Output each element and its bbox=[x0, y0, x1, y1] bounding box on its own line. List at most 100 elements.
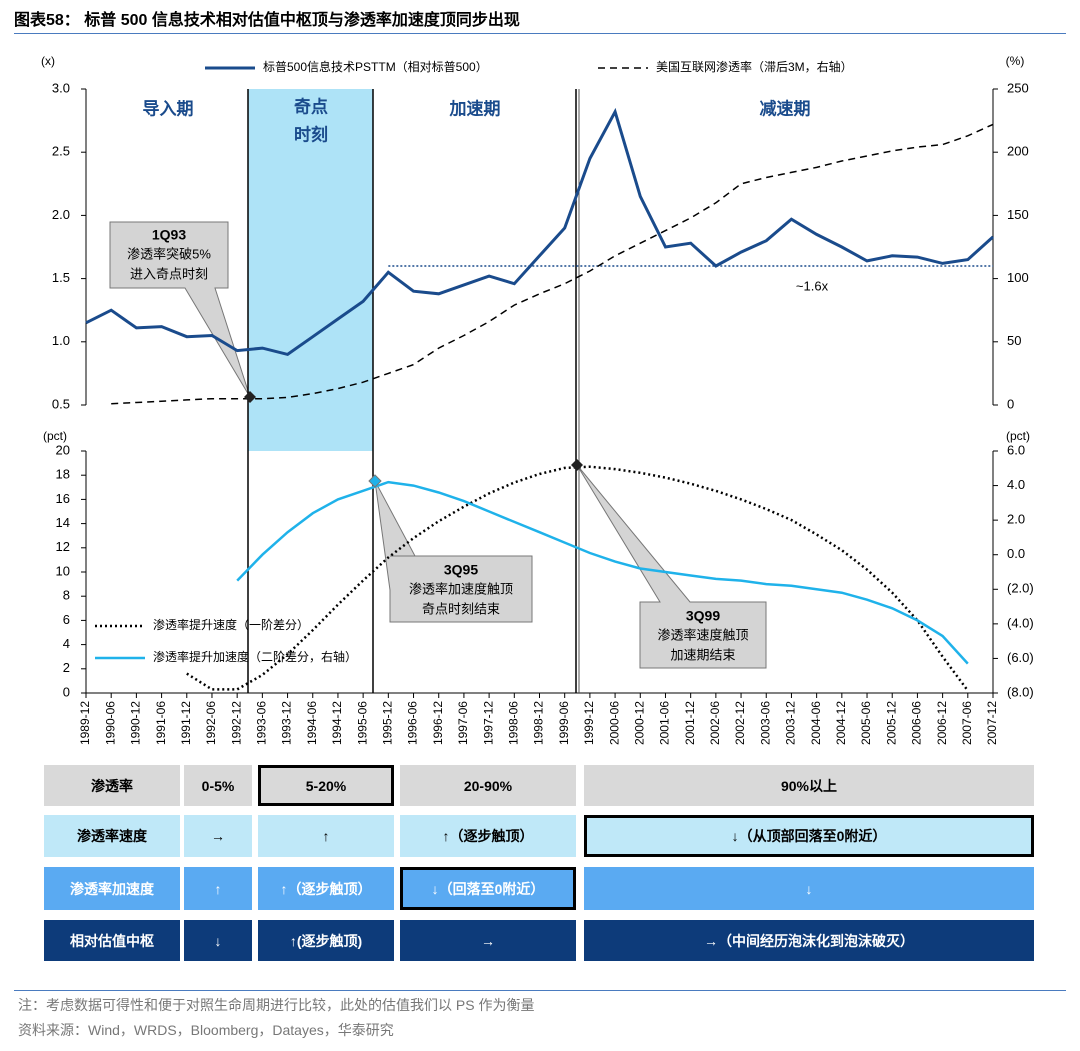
x-tick-label: 2003-06 bbox=[758, 701, 772, 745]
x-tick-label: 1998-06 bbox=[506, 701, 520, 745]
y2-axis-title: (pct) bbox=[1006, 429, 1030, 443]
legend-label: 美国互联网渗透率（滞后3M，右轴） bbox=[656, 59, 853, 74]
y2-tick-label: 150 bbox=[1007, 207, 1029, 222]
legend-label: 渗透率提升加速度（二阶差分，右轴） bbox=[153, 649, 357, 664]
reference-label: ~1.6x bbox=[796, 278, 829, 293]
x-tick-label: 2007-06 bbox=[960, 701, 974, 745]
y2-tick-label: 200 bbox=[1007, 144, 1029, 159]
phase-label: 奇点 bbox=[294, 96, 328, 116]
y2-tick-label: (2.0) bbox=[1007, 581, 1034, 596]
table-row-header: 渗透率速度 bbox=[44, 815, 180, 857]
x-tick-label: 1993-12 bbox=[280, 701, 294, 745]
y-tick-label: 18 bbox=[56, 467, 70, 482]
y2-tick-label: (4.0) bbox=[1007, 615, 1034, 630]
y2-tick-label: 4.0 bbox=[1007, 477, 1025, 492]
x-tick-label: 1991-12 bbox=[179, 701, 193, 745]
y2-axis-title: (%) bbox=[1006, 54, 1025, 68]
x-tick-label: 1990-12 bbox=[129, 701, 143, 745]
phase-label: 时刻 bbox=[294, 124, 328, 144]
x-tick-label: 1999-12 bbox=[582, 701, 596, 745]
callout-text: 渗透率速度触顶 bbox=[657, 627, 748, 642]
y2-tick-label: 50 bbox=[1007, 333, 1021, 348]
event-marker bbox=[244, 391, 256, 403]
singularity-band bbox=[248, 89, 373, 451]
table-cell: → bbox=[400, 920, 576, 961]
y-axis-title: (x) bbox=[41, 54, 55, 68]
notes-rule bbox=[14, 990, 1066, 991]
x-tick-label: 1993-06 bbox=[255, 701, 269, 745]
x-tick-label: 2002-06 bbox=[708, 701, 722, 745]
table-cell: ↓ bbox=[184, 920, 252, 961]
table-cell: 20-90% bbox=[400, 765, 576, 806]
y-tick-label: 10 bbox=[56, 563, 70, 578]
table-cell: ↓（从顶部回落至0附近） bbox=[584, 815, 1034, 857]
y-tick-label: 14 bbox=[56, 515, 70, 530]
table-cell: →（中间经历泡沫化到泡沫破灭） bbox=[584, 920, 1034, 961]
x-tick-label: 2001-12 bbox=[683, 701, 697, 745]
x-tick-label: 1995-12 bbox=[381, 701, 395, 745]
table-cell: ↑ bbox=[258, 815, 394, 857]
x-tick-label: 1991-06 bbox=[154, 701, 168, 745]
table-cell: 0-5% bbox=[184, 765, 252, 806]
page-title: 图表58： 标普 500 信息技术相对估值中枢顶与渗透率加速度顶同步出现 bbox=[14, 12, 520, 29]
y2-tick-label: 100 bbox=[1007, 270, 1029, 285]
x-tick-label: 2003-12 bbox=[784, 701, 798, 745]
y-tick-label: 1.5 bbox=[52, 270, 70, 285]
series-line bbox=[85, 107, 995, 357]
y-tick-label: 16 bbox=[56, 491, 70, 506]
y-tick-label: 2 bbox=[63, 660, 70, 675]
x-tick-label: 1994-06 bbox=[305, 701, 319, 745]
y-tick-label: 12 bbox=[56, 539, 70, 554]
x-tick-label: 1998-12 bbox=[532, 701, 546, 745]
x-tick-label: 1989-12 bbox=[78, 701, 92, 745]
table-cell: → bbox=[184, 815, 252, 857]
x-tick-label: 1996-12 bbox=[431, 701, 445, 745]
table-cell: ↓ bbox=[584, 867, 1034, 910]
table-row-header: 渗透率加速度 bbox=[44, 867, 180, 910]
title-rule bbox=[14, 33, 1066, 34]
y-tick-label: 4 bbox=[63, 636, 70, 651]
table-row-header: 相对估值中枢 bbox=[44, 920, 180, 961]
callout-text: 渗透率加速度触顶 bbox=[409, 581, 513, 596]
callout-text: 渗透率突破5% bbox=[127, 246, 211, 261]
table-cell: 90%以上 bbox=[584, 765, 1034, 806]
x-tick-label: 2006-06 bbox=[910, 701, 924, 745]
y2-tick-label: 0.0 bbox=[1007, 546, 1025, 561]
x-tick-label: 2007-12 bbox=[985, 701, 999, 745]
legend-label: 渗透率提升速度（一阶差分） bbox=[153, 617, 309, 632]
x-tick-label: 2002-12 bbox=[733, 701, 747, 745]
callout-text: 加速期结束 bbox=[670, 647, 735, 662]
table-cell: 5-20% bbox=[258, 765, 394, 806]
x-tick-label: 2004-12 bbox=[834, 701, 848, 745]
x-tick-label: 2000-06 bbox=[607, 701, 621, 745]
callout-box bbox=[109, 221, 251, 398]
table-cell: ↑（逐步触顶） bbox=[400, 815, 576, 857]
x-tick-label: 2004-06 bbox=[809, 701, 823, 745]
y-tick-label: 0.5 bbox=[52, 396, 70, 411]
phase-label: 加速期 bbox=[449, 98, 501, 118]
series-line bbox=[111, 123, 994, 405]
event-marker bbox=[368, 474, 382, 488]
legend-label: 标普500信息技术PSTTM（相对标普500） bbox=[263, 59, 488, 74]
callout-title: 3Q99 bbox=[686, 608, 720, 624]
x-tick-label: 1996-06 bbox=[406, 701, 420, 745]
phase-label: 导入期 bbox=[143, 99, 194, 118]
y2-tick-label: 0 bbox=[1007, 396, 1014, 411]
callout-text: 奇点时刻结束 bbox=[422, 601, 500, 616]
source: 资料来源：Wind，WRDS，Bloomberg，Datayes，华泰研究 bbox=[18, 1022, 394, 1038]
y-axis-title: (pct) bbox=[43, 429, 67, 443]
series-line bbox=[236, 480, 969, 665]
x-tick-label: 1992-06 bbox=[204, 701, 218, 745]
table-cell: ↑ bbox=[184, 867, 252, 910]
event-marker bbox=[571, 459, 583, 471]
x-tick-label: 1994-12 bbox=[330, 701, 344, 745]
x-tick-label: 1997-06 bbox=[456, 701, 470, 745]
y-tick-label: 0 bbox=[63, 684, 70, 699]
y-tick-label: 20 bbox=[56, 442, 70, 457]
x-tick-label: 1997-12 bbox=[481, 701, 495, 745]
y2-tick-label: 6.0 bbox=[1007, 442, 1025, 457]
x-tick-label: 1999-06 bbox=[557, 701, 571, 745]
callout-box bbox=[576, 464, 767, 669]
